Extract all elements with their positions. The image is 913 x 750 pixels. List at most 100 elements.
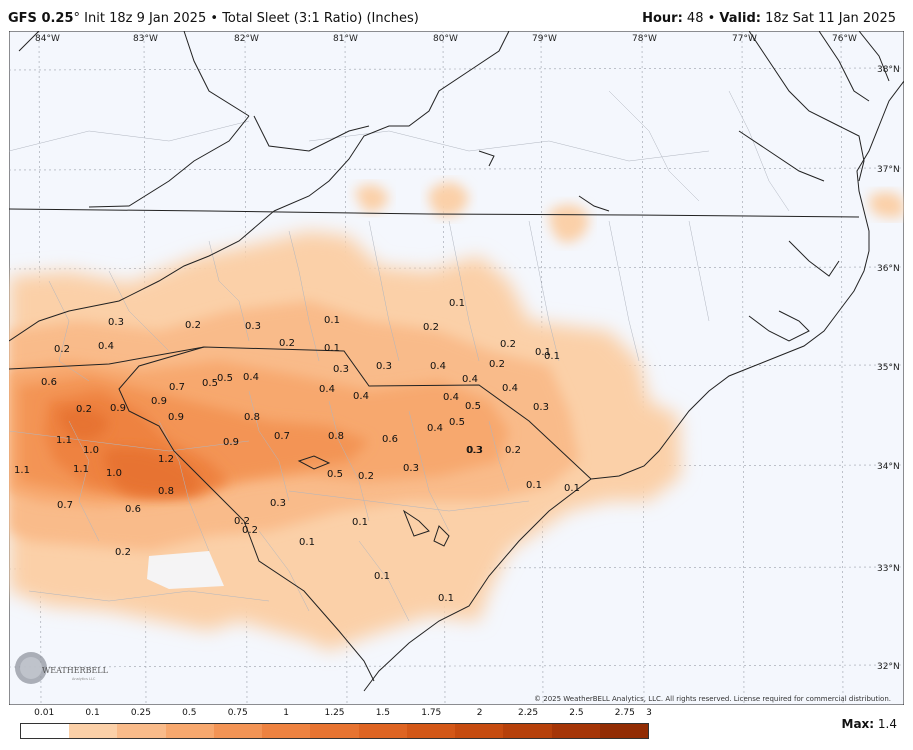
value-labels: 0.3 0.2 0.3 0.1 0.2 0.1 0.2 0.2 0.4 0.2 … <box>14 298 580 604</box>
legend-tick-label: 3 <box>646 708 652 718</box>
value-label: 0.1 <box>544 351 560 362</box>
value-label: 0.8 <box>244 412 260 423</box>
valid-separator: • <box>707 11 716 26</box>
lat-label: 34°N <box>877 462 900 472</box>
value-label: 0.2 <box>505 445 521 456</box>
value-label: 0.2 <box>115 547 131 558</box>
value-label: 0.9 <box>223 437 239 448</box>
color-bar-segment <box>21 724 70 738</box>
map-header: GFS 0.25° Init 18z 9 Jan 2025 • Total Sl… <box>0 0 913 30</box>
color-bar <box>20 723 649 739</box>
valid-info: Hour: 48 • Valid: 18z Sat 11 Jan 2025 <box>642 11 896 26</box>
value-label: 0.4 <box>427 423 443 434</box>
legend-tick-label: 1 <box>283 708 289 718</box>
legend-tick-label: 1.25 <box>324 708 345 718</box>
value-label: 0.4 <box>98 341 114 352</box>
value-label: 0.9 <box>151 396 167 407</box>
value-label: 1.1 <box>56 435 72 446</box>
degree-symbol: ° <box>73 11 81 26</box>
lat-label: 38°N <box>877 65 900 75</box>
lon-label: 76°W <box>832 34 857 44</box>
value-label: 0.7 <box>169 382 185 393</box>
value-label: 0.3 <box>245 321 261 332</box>
color-bar-segment <box>455 724 504 738</box>
value-label: 0.2 <box>358 471 374 482</box>
value-label: 0.6 <box>382 434 398 445</box>
hour-label: Hour: <box>642 11 683 26</box>
value-label: 0.3 <box>270 498 286 509</box>
color-bar-segment <box>69 724 118 738</box>
weatherbell-logo: WEATHERBELL Analytics LLC <box>15 652 109 684</box>
value-label: 0.6 <box>41 377 57 388</box>
legend-tick-label: 0.75 <box>227 708 248 718</box>
logo-subtext: Analytics LLC <box>72 677 96 681</box>
valid-label: Valid: <box>719 11 761 26</box>
value-label: 0.1 <box>535 347 551 358</box>
lon-label: 78°W <box>632 34 657 44</box>
legend-tick-label: 0.5 <box>182 708 197 718</box>
value-label: 0.9 <box>110 403 126 414</box>
sleet-map[interactable]: 84°W 83°W 82°W 81°W 80°W 79°W 78°W 77°W … <box>9 31 904 705</box>
max-label: Max: <box>841 717 875 731</box>
value-label: 0.4 <box>353 391 369 402</box>
legend-tick-label: 1.75 <box>421 708 442 718</box>
value-label: 0.1 <box>299 537 315 548</box>
color-bar-segment <box>599 724 649 738</box>
init-time: Init 18z 9 Jan 2025 <box>84 11 207 26</box>
lat-label: 37°N <box>877 165 900 175</box>
value-label: 0.5 <box>449 417 465 428</box>
value-label: 0.1 <box>438 593 454 604</box>
value-label: 0.6 <box>125 504 141 515</box>
lon-label: 81°W <box>333 34 358 44</box>
value-label: 0.2 <box>500 339 516 350</box>
value-label: 0.2 <box>279 338 295 349</box>
forecast-hour: 48 <box>686 11 704 26</box>
lat-label: 33°N <box>877 564 900 574</box>
lon-label: 84°W <box>35 34 60 44</box>
coastline <box>297 31 904 547</box>
legend-tick-label: 0.25 <box>130 708 151 718</box>
color-bar-segment <box>358 724 407 738</box>
model-name: GFS 0.25 <box>8 11 74 26</box>
logo-text: WEATHERBELL <box>42 666 109 675</box>
lat-label: 35°N <box>877 363 900 373</box>
max-readout: Max: 1.4 <box>842 717 898 731</box>
value-label: 0.1 <box>352 517 368 528</box>
color-bar-segment <box>551 724 600 738</box>
lon-label: 77°W <box>732 34 757 44</box>
value-label: 0.3 <box>403 463 419 474</box>
value-label: 0.2 <box>76 404 92 415</box>
lat-label: 36°N <box>877 264 900 274</box>
value-label: 0.1 <box>324 315 340 326</box>
value-label: 0.3 <box>533 402 549 413</box>
legend-tick-label: 0.1 <box>85 708 100 718</box>
copyright-notice: © 2025 WeatherBELL Analytics, LLC. All r… <box>534 695 891 703</box>
state-borders <box>9 31 860 692</box>
value-label: 0.7 <box>57 500 73 511</box>
longitude-labels: 84°W 83°W 82°W 81°W 80°W 79°W 78°W 77°W … <box>35 34 857 44</box>
value-label: 0.5 <box>202 378 218 389</box>
value-label: 1.1 <box>73 464 89 475</box>
value-label: 0.2 <box>234 516 250 527</box>
title-separator: • <box>210 11 219 26</box>
value-label: 0.4 <box>462 374 478 385</box>
value-label: 0.1 <box>324 343 340 354</box>
legend-tick-label: 2.5 <box>569 708 584 718</box>
map-title: GFS 0.25° Init 18z 9 Jan 2025 • Total Sl… <box>8 11 419 26</box>
value-label: 1.1 <box>14 465 30 476</box>
value-label: 0.2 <box>489 359 505 370</box>
value-label: 0.1 <box>564 483 580 494</box>
value-label: 0.3 <box>108 317 124 328</box>
value-label: 0.4 <box>430 361 446 372</box>
color-bar-segment <box>310 724 359 738</box>
value-label: 0.2 <box>185 320 201 331</box>
legend-tick-label: 2.25 <box>518 708 539 718</box>
value-label: 0.9 <box>168 412 184 423</box>
county-lines <box>9 90 790 622</box>
legend-tick-label: 1.5 <box>375 708 391 718</box>
value-label: 0.4 <box>443 392 459 403</box>
value-label: 0.8 <box>328 431 344 442</box>
value-label: 1.2 <box>158 454 174 465</box>
color-bar-segment <box>406 724 456 738</box>
value-label: 0.3 <box>376 361 392 372</box>
